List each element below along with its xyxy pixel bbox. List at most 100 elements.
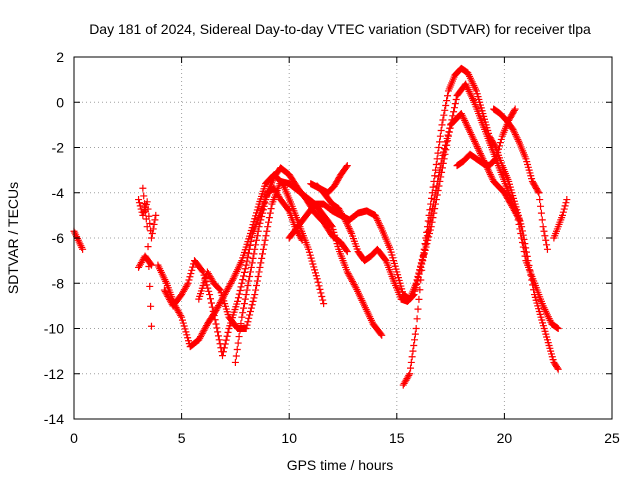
data-point xyxy=(147,302,155,310)
data-point xyxy=(198,267,206,275)
data-point xyxy=(347,274,355,282)
data-point xyxy=(310,263,318,271)
data-point xyxy=(144,243,152,251)
data-point xyxy=(236,326,244,334)
data-point xyxy=(436,132,444,140)
data-point xyxy=(163,291,171,299)
data-point xyxy=(305,245,313,253)
data-point xyxy=(309,260,317,268)
data-point xyxy=(184,334,192,342)
data-point xyxy=(150,220,158,228)
data-point xyxy=(513,134,521,142)
data-point xyxy=(495,145,503,153)
data-point xyxy=(241,295,249,303)
data-point xyxy=(416,286,424,294)
data-point xyxy=(259,206,267,214)
data-point xyxy=(284,206,292,214)
data-point xyxy=(447,120,455,128)
data-point xyxy=(376,222,384,230)
data-point xyxy=(536,196,544,204)
data-point xyxy=(543,245,551,253)
data-point xyxy=(412,284,420,292)
series-t13 xyxy=(453,105,519,170)
data-point xyxy=(435,182,443,190)
data-point xyxy=(181,325,189,333)
data-point xyxy=(253,232,261,240)
data-point xyxy=(199,328,207,336)
data-point xyxy=(408,292,416,300)
data-point xyxy=(420,245,428,253)
data-point xyxy=(434,149,442,157)
data-point xyxy=(490,157,498,165)
data-point xyxy=(493,152,501,160)
data-point xyxy=(312,272,320,280)
data-point xyxy=(231,358,239,366)
data-point xyxy=(258,213,266,221)
data-point xyxy=(441,150,449,158)
data-point xyxy=(511,105,519,113)
data-point xyxy=(530,286,538,294)
data-point xyxy=(212,320,220,328)
y-tick-label: 2 xyxy=(56,49,64,65)
data-point xyxy=(375,220,383,228)
data-point xyxy=(256,263,264,271)
data-point xyxy=(410,341,418,349)
data-point xyxy=(177,312,185,320)
data-point xyxy=(562,199,570,207)
data-point xyxy=(440,111,448,119)
data-point xyxy=(213,305,221,313)
data-point xyxy=(418,260,426,268)
data-point xyxy=(241,265,249,273)
data-point xyxy=(148,229,156,237)
data-point xyxy=(248,301,256,309)
data-point xyxy=(411,330,419,338)
data-point xyxy=(534,187,542,195)
series-t2 xyxy=(135,196,160,242)
data-point xyxy=(195,336,203,344)
data-point xyxy=(137,205,145,213)
data-point xyxy=(346,226,354,234)
data-point xyxy=(419,251,427,259)
data-point xyxy=(407,358,415,366)
data-point xyxy=(147,322,155,330)
data-point xyxy=(257,259,265,267)
data-point xyxy=(554,325,562,332)
data-point xyxy=(443,141,451,149)
data-point xyxy=(239,276,247,284)
data-point xyxy=(435,144,443,151)
data-point xyxy=(527,271,535,279)
data-point xyxy=(430,177,438,185)
data-point xyxy=(444,132,452,140)
data-point xyxy=(262,196,270,204)
data-point xyxy=(314,278,322,286)
data-point xyxy=(240,272,248,280)
data-point xyxy=(560,205,568,213)
data-point xyxy=(518,223,526,231)
data-point xyxy=(142,215,150,223)
data-point xyxy=(203,322,211,330)
series-t14 xyxy=(490,105,543,197)
data-point xyxy=(449,112,457,120)
data-point xyxy=(343,219,351,227)
data-point xyxy=(351,282,359,290)
data-point xyxy=(344,223,352,231)
data-point xyxy=(418,266,426,274)
y-tick-label: -2 xyxy=(52,140,65,156)
data-point xyxy=(305,248,313,256)
data-point xyxy=(539,223,547,231)
data-point xyxy=(444,137,452,145)
data-point xyxy=(375,218,383,226)
data-point xyxy=(237,320,245,328)
y-tick-label: -14 xyxy=(44,411,64,427)
data-point xyxy=(223,286,231,294)
x-tick-label: 0 xyxy=(70,430,78,446)
data-point xyxy=(222,287,230,295)
series-t1 xyxy=(70,227,87,253)
data-point xyxy=(563,196,571,204)
data-point xyxy=(207,299,215,307)
data-point xyxy=(197,331,205,339)
data-point xyxy=(261,199,269,207)
data-point xyxy=(208,303,216,311)
x-tick-label: 20 xyxy=(497,430,513,446)
data-point xyxy=(495,142,503,150)
